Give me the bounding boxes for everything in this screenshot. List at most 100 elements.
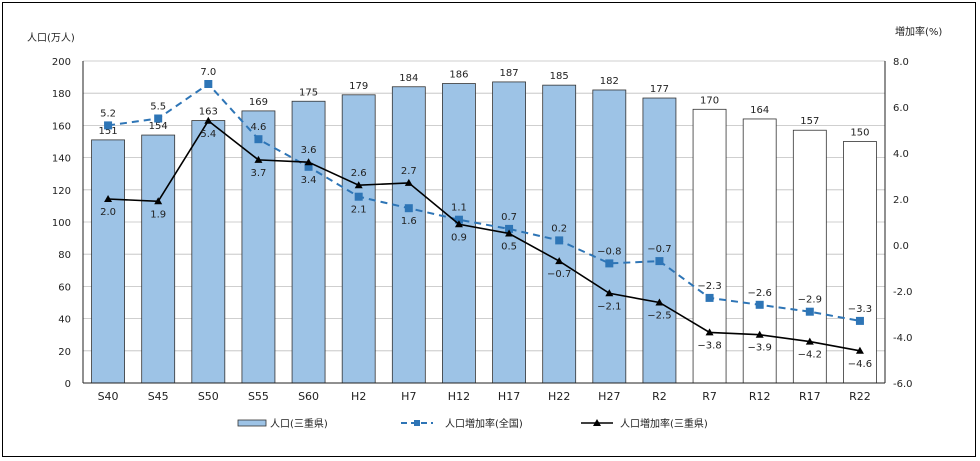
national-rate-label: 4.6 xyxy=(250,122,266,133)
national-rate-point xyxy=(104,121,113,130)
bar xyxy=(692,108,727,384)
left-tick-label: 60 xyxy=(58,282,71,293)
mie-rate-point xyxy=(454,220,463,228)
mie-rate-label: −4.6 xyxy=(848,359,872,370)
bar xyxy=(592,89,627,384)
bar-value-label: 187 xyxy=(500,68,519,79)
mie-rate-label: 3.6 xyxy=(301,145,317,156)
right-tick-label: 2.0 xyxy=(893,195,909,206)
legend-label-bar: 人口(三重県) xyxy=(270,417,328,430)
national-rate-line xyxy=(107,82,861,322)
mie-rate-label: 5.4 xyxy=(200,129,216,140)
bar xyxy=(141,134,176,384)
bar-value-label: 177 xyxy=(650,84,669,95)
x-tick-label: R17 xyxy=(799,390,821,403)
plot-border xyxy=(82,61,886,384)
national-rate-point xyxy=(254,135,263,144)
right-tick-label: 8.0 xyxy=(893,57,909,68)
national-rate-point xyxy=(655,257,664,266)
bar-value-label: 151 xyxy=(99,126,118,137)
right-tick-label: -2.0 xyxy=(893,287,913,298)
left-tick-label: 120 xyxy=(52,186,71,197)
x-axis-ticks: S40 S45 S50 S55 S60 H2 H7 H12 H17 H22 H27 R2 R7 R12 R1… xyxy=(98,390,871,403)
mie-rate-label: 0.5 xyxy=(501,242,517,253)
bar xyxy=(191,120,226,384)
mie-rate-point xyxy=(855,346,864,354)
mie-rate-point xyxy=(505,229,514,237)
bar xyxy=(91,139,125,384)
x-tick-label: R7 xyxy=(702,390,717,403)
bar-value-label: 182 xyxy=(600,76,619,87)
national-rate-point xyxy=(805,307,814,316)
mie-rate-point xyxy=(705,328,714,336)
mie-rate-label: −3.8 xyxy=(697,340,721,351)
mie-rate-point xyxy=(154,197,163,205)
bar xyxy=(291,100,326,384)
legend-marker-national xyxy=(414,420,420,426)
national-rate-label: 7.0 xyxy=(200,67,216,78)
x-tick-label: S45 xyxy=(148,390,169,403)
x-tick-label: R22 xyxy=(849,390,871,403)
mie-rate-line xyxy=(108,119,861,352)
left-tick-label: 180 xyxy=(52,89,71,100)
bar xyxy=(843,141,877,384)
rate-lines xyxy=(104,80,864,354)
bar xyxy=(792,129,827,384)
bar-value-label: 164 xyxy=(750,105,769,116)
bar-value-label: 169 xyxy=(249,97,268,108)
mie-rate-label: −4.2 xyxy=(798,350,822,361)
national-rate-point xyxy=(204,80,213,88)
bar xyxy=(391,86,426,384)
national-rate-point xyxy=(154,114,163,123)
x-tick-label: H2 xyxy=(351,390,366,403)
national-rate-label: 3.4 xyxy=(301,175,317,186)
legend-swatch-bar xyxy=(237,419,267,427)
national-rate-label: −2.6 xyxy=(748,288,772,299)
mie-rate-label: 2.6 xyxy=(351,168,367,179)
national-rate-point xyxy=(454,215,463,224)
national-rate-point xyxy=(555,236,564,245)
bar xyxy=(341,94,376,384)
mie-rate-point xyxy=(555,257,564,265)
bar xyxy=(742,118,777,384)
left-axis-ticks: 0 20 40 60 80 100 120 140 160 180 200 xyxy=(52,57,71,390)
mie-rate-point xyxy=(404,178,413,186)
x-tick-label: R2 xyxy=(652,390,667,403)
national-rate-label: −0.8 xyxy=(597,246,621,257)
bar-value-label: 175 xyxy=(299,87,318,98)
bar-value-label: 186 xyxy=(449,70,468,81)
national-rate-label: −2.3 xyxy=(697,281,721,292)
bar-value-label: 154 xyxy=(149,121,168,132)
x-tick-label: S40 xyxy=(98,390,119,403)
right-axis-title: 増加率(%) xyxy=(895,25,942,38)
x-tick-label: R12 xyxy=(749,390,771,403)
mie-rate-point xyxy=(354,181,363,189)
bar xyxy=(642,97,677,384)
mie-rate-label: −2.5 xyxy=(647,311,671,322)
right-tick-label: -6.0 xyxy=(893,379,913,390)
mie-rate-point xyxy=(104,195,113,202)
left-axis-title: 人口(万人) xyxy=(27,32,75,44)
right-tick-label: 6.0 xyxy=(893,103,909,114)
national-rate-point xyxy=(855,316,864,325)
bar-labels: 151 154 163 169 175 179 184 186 187 185 182 177 170 1… xyxy=(99,68,870,139)
mie-rate-label: 2.7 xyxy=(401,166,417,177)
national-rate-point xyxy=(605,259,614,268)
x-tick-label: H17 xyxy=(498,390,520,403)
national-rate-label: 1.6 xyxy=(401,216,417,227)
national-rate-label: 1.1 xyxy=(451,203,467,214)
mie-rate-point xyxy=(254,155,263,163)
national-rate-label: 5.5 xyxy=(150,102,166,113)
x-tick-label: H7 xyxy=(401,390,416,403)
mie-rate-label: −3.9 xyxy=(748,343,772,354)
legend: 人口(三重県) 人口増加率(全国) 人口増加率(三重県) xyxy=(237,417,708,430)
x-tick-label: H27 xyxy=(598,390,620,403)
left-tick-label: 160 xyxy=(52,121,71,132)
left-tick-label: 100 xyxy=(52,218,71,229)
mie-rate-point xyxy=(304,158,313,166)
left-tick-label: 140 xyxy=(52,154,71,165)
left-tick-label: 20 xyxy=(58,347,71,358)
mie-rate-point xyxy=(805,337,814,345)
mie-rate-label: −2.1 xyxy=(597,301,621,312)
